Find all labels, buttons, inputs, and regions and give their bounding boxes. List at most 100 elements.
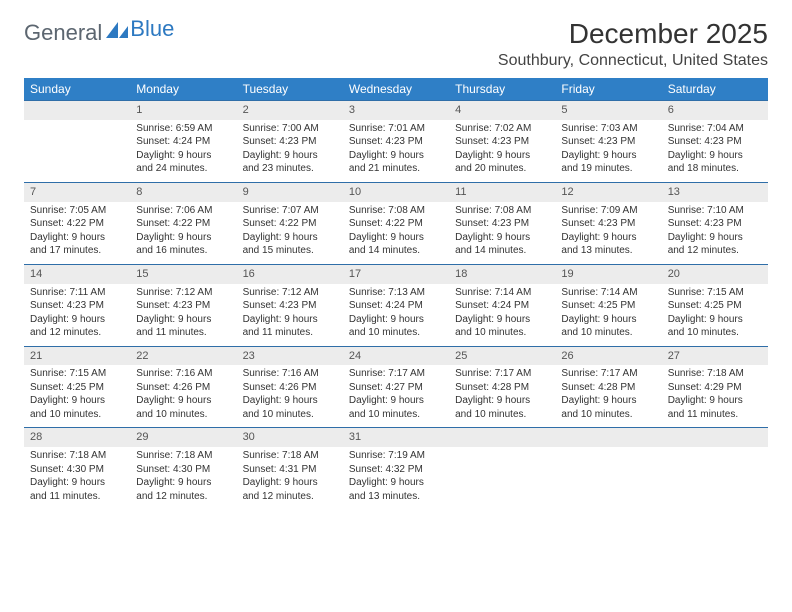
daylight-text: Daylight: 9 hours and 24 minutes.: [136, 149, 230, 176]
sunset-text: Sunset: 4:22 PM: [30, 217, 124, 231]
day-number-row: 28293031: [24, 428, 768, 447]
day-cell: [662, 447, 768, 509]
sunrise-text: Sunrise: 7:01 AM: [349, 122, 443, 136]
sunset-text: Sunset: 4:30 PM: [136, 463, 230, 477]
day-number-cell: 13: [662, 182, 768, 201]
sunrise-text: Sunrise: 7:13 AM: [349, 286, 443, 300]
daylight-text: Daylight: 9 hours and 11 minutes.: [668, 394, 762, 421]
day-number-cell: 11: [449, 182, 555, 201]
sunset-text: Sunset: 4:24 PM: [455, 299, 549, 313]
day-number-cell: 3: [343, 101, 449, 120]
sunrise-text: Sunrise: 7:06 AM: [136, 204, 230, 218]
sunset-text: Sunset: 4:28 PM: [455, 381, 549, 395]
day-cell: Sunrise: 7:08 AMSunset: 4:22 PMDaylight:…: [343, 202, 449, 265]
day-cell: Sunrise: 7:17 AMSunset: 4:28 PMDaylight:…: [449, 365, 555, 428]
sunset-text: Sunset: 4:23 PM: [30, 299, 124, 313]
calendar-page: General Blue December 2025 Southbury, Co…: [0, 0, 792, 519]
calendar-table: Sunday Monday Tuesday Wednesday Thursday…: [24, 78, 768, 509]
weekday-header: Sunday: [24, 78, 130, 101]
sunset-text: Sunset: 4:28 PM: [561, 381, 655, 395]
day-number-cell: 8: [130, 182, 236, 201]
daylight-text: Daylight: 9 hours and 21 minutes.: [349, 149, 443, 176]
day-number-cell: 31: [343, 428, 449, 447]
daylight-text: Daylight: 9 hours and 10 minutes.: [455, 394, 549, 421]
sunset-text: Sunset: 4:23 PM: [455, 217, 549, 231]
day-number-cell: 30: [237, 428, 343, 447]
day-number-cell: 10: [343, 182, 449, 201]
day-number-cell: 9: [237, 182, 343, 201]
sunrise-text: Sunrise: 7:17 AM: [561, 367, 655, 381]
sunset-text: Sunset: 4:32 PM: [349, 463, 443, 477]
day-cell: Sunrise: 7:04 AMSunset: 4:23 PMDaylight:…: [662, 120, 768, 183]
daylight-text: Daylight: 9 hours and 13 minutes.: [349, 476, 443, 503]
sunrise-text: Sunrise: 7:09 AM: [561, 204, 655, 218]
weekday-header: Wednesday: [343, 78, 449, 101]
day-number-cell: [555, 428, 661, 447]
sunrise-text: Sunrise: 6:59 AM: [136, 122, 230, 136]
sunset-text: Sunset: 4:25 PM: [561, 299, 655, 313]
daylight-text: Daylight: 9 hours and 11 minutes.: [136, 313, 230, 340]
day-cell: Sunrise: 6:59 AMSunset: 4:24 PMDaylight:…: [130, 120, 236, 183]
sunrise-text: Sunrise: 7:08 AM: [455, 204, 549, 218]
daylight-text: Daylight: 9 hours and 15 minutes.: [243, 231, 337, 258]
day-number-row: 123456: [24, 101, 768, 120]
day-cell: Sunrise: 7:02 AMSunset: 4:23 PMDaylight:…: [449, 120, 555, 183]
day-cell: Sunrise: 7:17 AMSunset: 4:28 PMDaylight:…: [555, 365, 661, 428]
sunrise-text: Sunrise: 7:11 AM: [30, 286, 124, 300]
day-cell: Sunrise: 7:12 AMSunset: 4:23 PMDaylight:…: [237, 284, 343, 347]
day-cell: Sunrise: 7:14 AMSunset: 4:25 PMDaylight:…: [555, 284, 661, 347]
sunset-text: Sunset: 4:26 PM: [243, 381, 337, 395]
day-cell: Sunrise: 7:00 AMSunset: 4:23 PMDaylight:…: [237, 120, 343, 183]
day-number-cell: 21: [24, 346, 130, 365]
sunrise-text: Sunrise: 7:15 AM: [668, 286, 762, 300]
daylight-text: Daylight: 9 hours and 14 minutes.: [455, 231, 549, 258]
day-content-row: Sunrise: 6:59 AMSunset: 4:24 PMDaylight:…: [24, 120, 768, 183]
daylight-text: Daylight: 9 hours and 23 minutes.: [243, 149, 337, 176]
daylight-text: Daylight: 9 hours and 16 minutes.: [136, 231, 230, 258]
weekday-header-row: Sunday Monday Tuesday Wednesday Thursday…: [24, 78, 768, 101]
day-number-cell: [449, 428, 555, 447]
day-number-cell: 5: [555, 101, 661, 120]
day-cell: Sunrise: 7:18 AMSunset: 4:29 PMDaylight:…: [662, 365, 768, 428]
day-number-cell: 17: [343, 264, 449, 283]
sunset-text: Sunset: 4:26 PM: [136, 381, 230, 395]
sunset-text: Sunset: 4:27 PM: [349, 381, 443, 395]
day-number-cell: 25: [449, 346, 555, 365]
day-cell: Sunrise: 7:11 AMSunset: 4:23 PMDaylight:…: [24, 284, 130, 347]
sunrise-text: Sunrise: 7:19 AM: [349, 449, 443, 463]
daylight-text: Daylight: 9 hours and 12 minutes.: [243, 476, 337, 503]
weekday-header: Thursday: [449, 78, 555, 101]
sunrise-text: Sunrise: 7:07 AM: [243, 204, 337, 218]
daylight-text: Daylight: 9 hours and 10 minutes.: [243, 394, 337, 421]
sunset-text: Sunset: 4:23 PM: [561, 135, 655, 149]
sunset-text: Sunset: 4:24 PM: [136, 135, 230, 149]
day-number-cell: 19: [555, 264, 661, 283]
day-number-cell: 24: [343, 346, 449, 365]
day-cell: Sunrise: 7:17 AMSunset: 4:27 PMDaylight:…: [343, 365, 449, 428]
daylight-text: Daylight: 9 hours and 11 minutes.: [243, 313, 337, 340]
month-title: December 2025: [498, 18, 768, 50]
daylight-text: Daylight: 9 hours and 10 minutes.: [349, 313, 443, 340]
weekday-header: Saturday: [662, 78, 768, 101]
day-cell: Sunrise: 7:18 AMSunset: 4:31 PMDaylight:…: [237, 447, 343, 509]
sunrise-text: Sunrise: 7:16 AM: [136, 367, 230, 381]
daylight-text: Daylight: 9 hours and 10 minutes.: [668, 313, 762, 340]
day-number-cell: 12: [555, 182, 661, 201]
daylight-text: Daylight: 9 hours and 12 minutes.: [30, 313, 124, 340]
daylight-text: Daylight: 9 hours and 13 minutes.: [561, 231, 655, 258]
sunrise-text: Sunrise: 7:18 AM: [30, 449, 124, 463]
sunrise-text: Sunrise: 7:18 AM: [136, 449, 230, 463]
sunrise-text: Sunrise: 7:14 AM: [455, 286, 549, 300]
daylight-text: Daylight: 9 hours and 12 minutes.: [668, 231, 762, 258]
sunrise-text: Sunrise: 7:12 AM: [243, 286, 337, 300]
day-number-cell: [662, 428, 768, 447]
day-content-row: Sunrise: 7:05 AMSunset: 4:22 PMDaylight:…: [24, 202, 768, 265]
day-cell: Sunrise: 7:03 AMSunset: 4:23 PMDaylight:…: [555, 120, 661, 183]
day-number-cell: 27: [662, 346, 768, 365]
day-cell: Sunrise: 7:16 AMSunset: 4:26 PMDaylight:…: [237, 365, 343, 428]
day-cell: Sunrise: 7:05 AMSunset: 4:22 PMDaylight:…: [24, 202, 130, 265]
day-cell: [449, 447, 555, 509]
day-content-row: Sunrise: 7:18 AMSunset: 4:30 PMDaylight:…: [24, 447, 768, 509]
daylight-text: Daylight: 9 hours and 10 minutes.: [561, 313, 655, 340]
day-number-cell: 14: [24, 264, 130, 283]
